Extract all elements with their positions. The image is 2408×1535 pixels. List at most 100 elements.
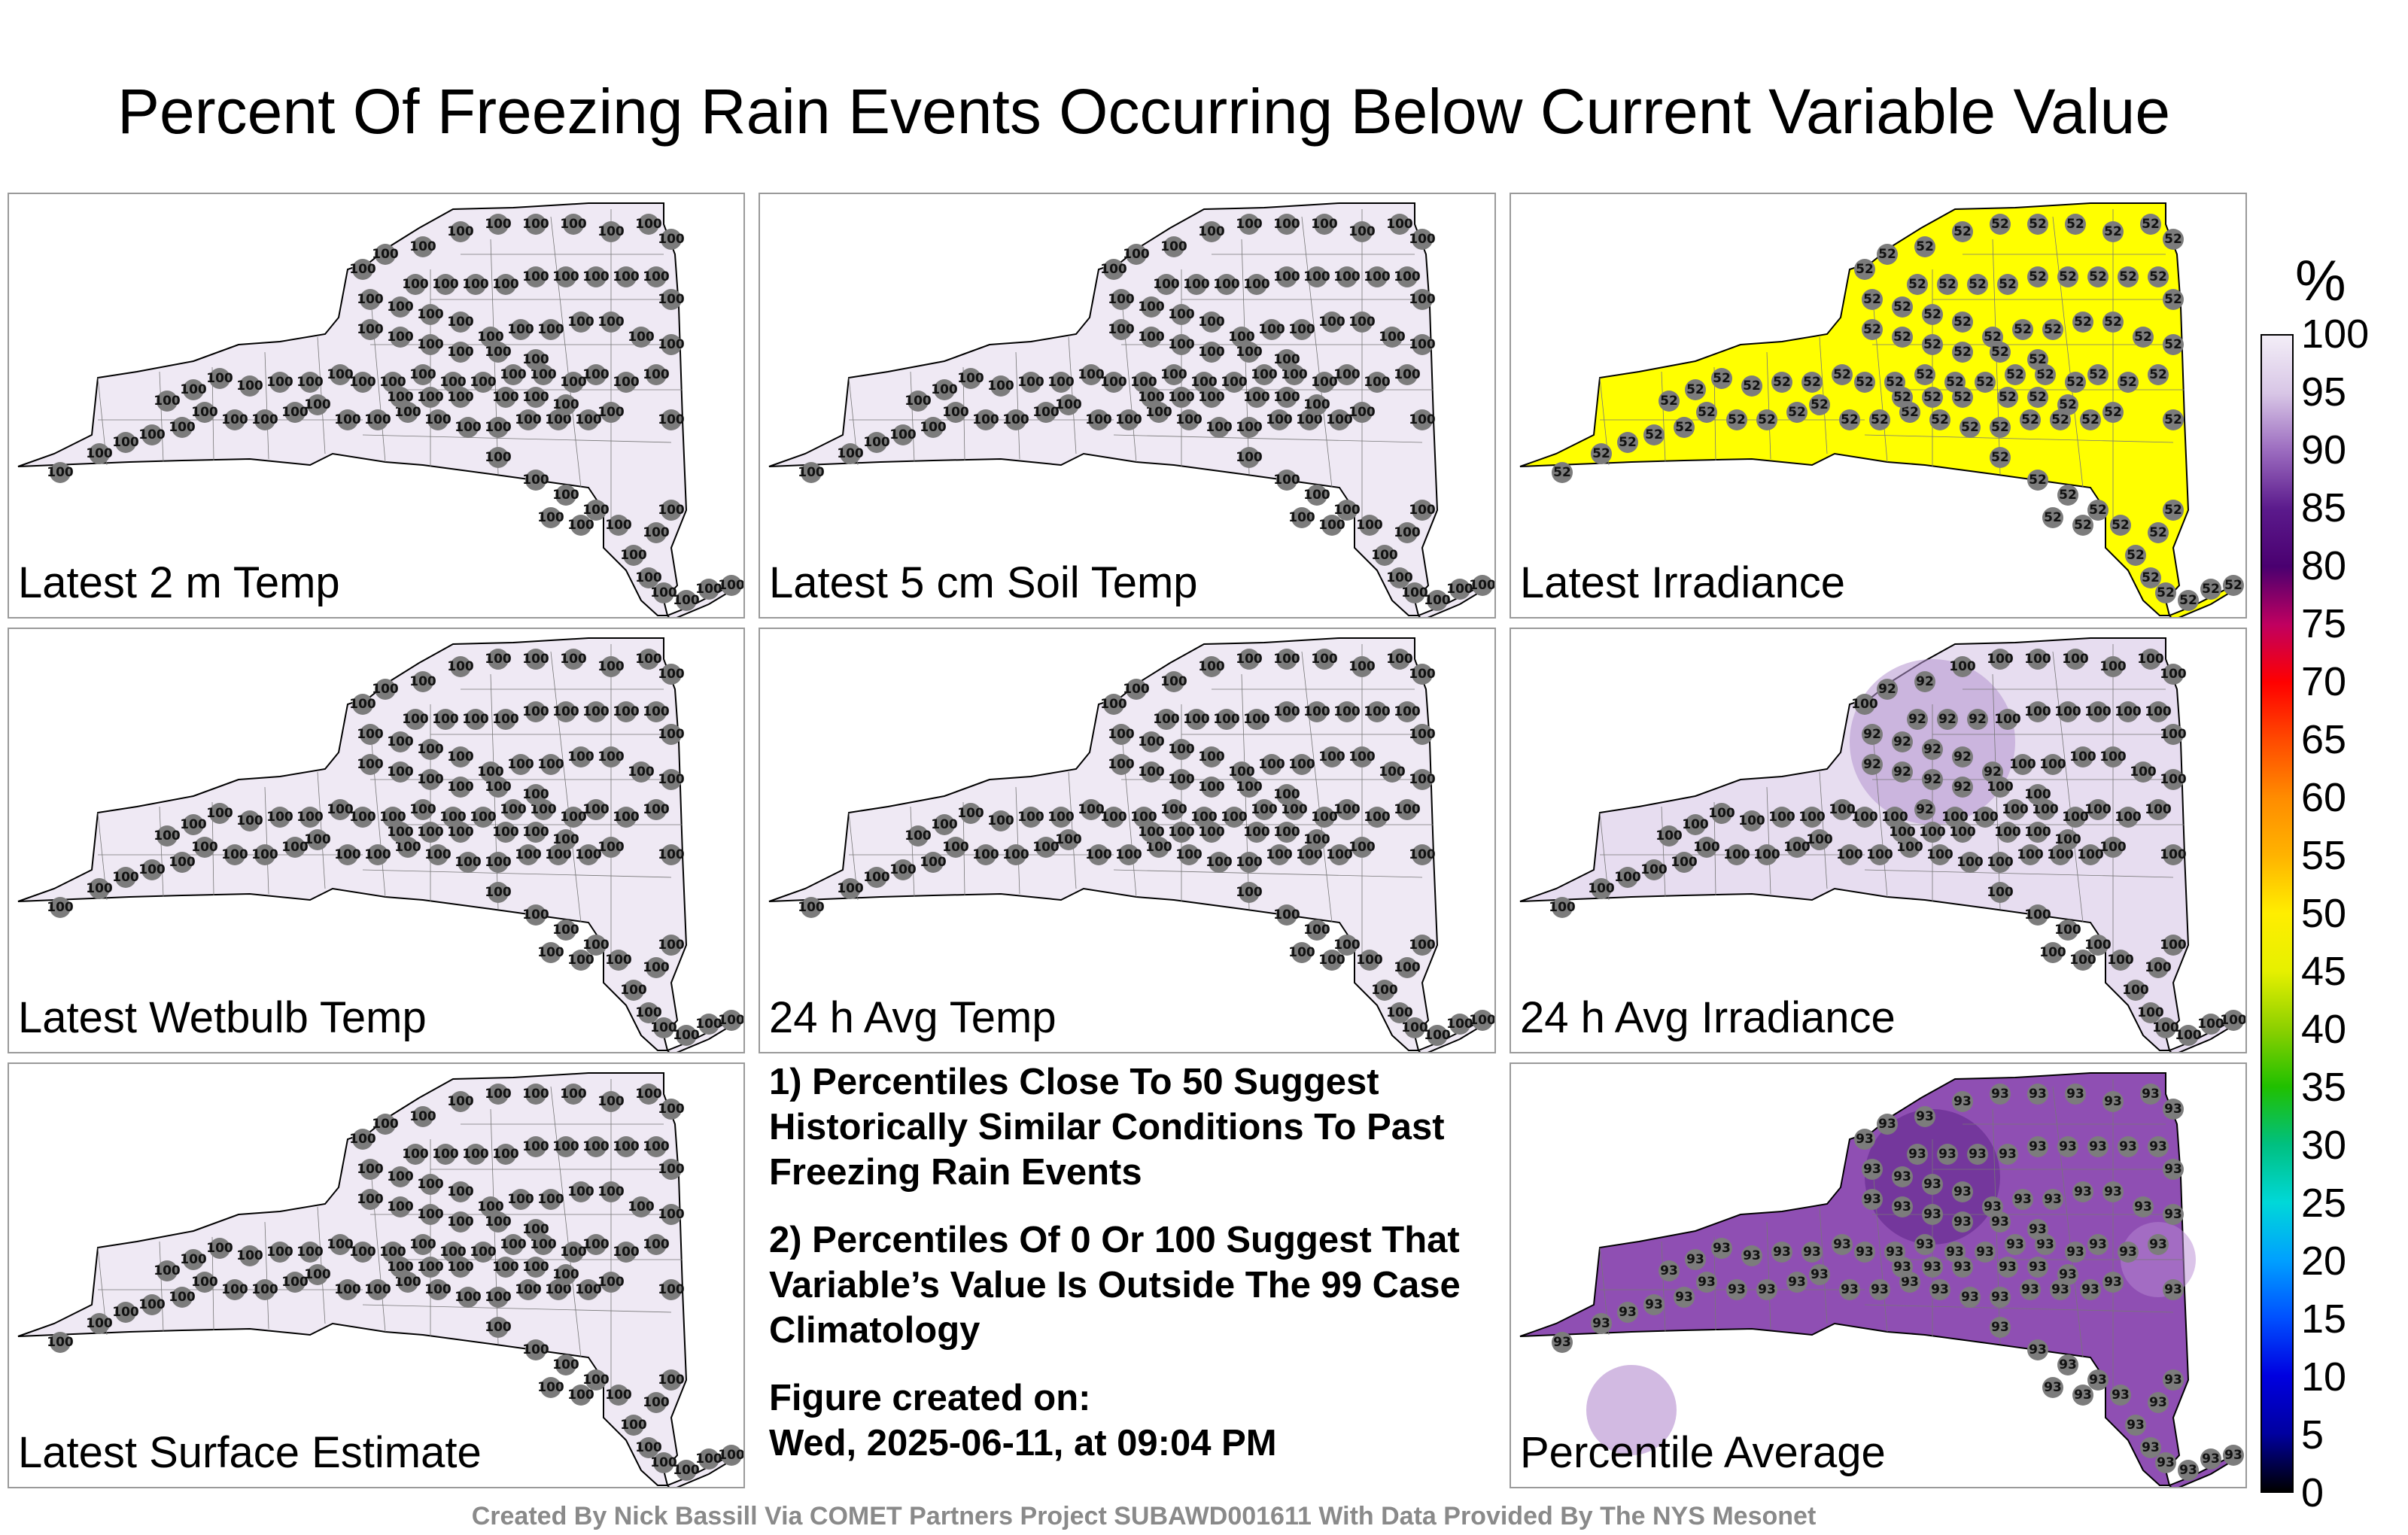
station-value: 100	[387, 734, 414, 749]
station-value: 52	[1878, 247, 1896, 262]
station-marker: 100	[417, 334, 444, 355]
station-marker: 100	[1409, 229, 1436, 250]
station-marker: 100	[372, 244, 399, 265]
station-value: 100	[1108, 292, 1135, 307]
station-marker: 100	[522, 387, 549, 408]
station-value: 100	[582, 1237, 610, 1252]
station-value: 100	[349, 810, 376, 825]
station-value: 52	[1953, 224, 1972, 239]
station-marker: 100	[447, 822, 474, 843]
station-marker: 93	[1801, 1242, 1823, 1263]
station-value: 93	[1743, 1248, 1761, 1263]
station-value: 100	[582, 802, 610, 817]
station-value: 100	[387, 825, 414, 840]
county-boundary	[1766, 351, 1771, 460]
station-marker: 93	[1922, 1174, 1943, 1195]
station-marker: 100	[552, 919, 579, 941]
station-marker: 100	[1949, 822, 1976, 843]
station-marker: 100	[1693, 837, 1720, 858]
station-marker: 100	[1401, 1017, 1428, 1038]
station-value: 100	[1183, 277, 1210, 292]
station-value: 100	[635, 570, 662, 585]
station-value: 93	[1863, 1192, 1881, 1207]
station-value: 100	[2099, 659, 2127, 674]
station-value: 52	[1645, 427, 1663, 442]
station-marker: 100	[1236, 777, 1263, 798]
station-marker: 93	[2072, 1385, 2093, 1406]
station-marker: 100	[1138, 327, 1165, 348]
station-value: 100	[2115, 704, 2142, 719]
station-marker: 100	[1258, 754, 1285, 775]
station-marker: 93	[1914, 1234, 1935, 1255]
station-value: 100	[334, 847, 361, 862]
station-marker: 100	[1303, 485, 1330, 506]
station-marker: 100	[432, 274, 459, 295]
station-value: 100	[1371, 548, 1398, 563]
station-value: 100	[643, 525, 670, 540]
station-value: 100	[582, 704, 610, 719]
station-value: 93	[2059, 1139, 2077, 1154]
station-value: 52	[2119, 375, 2137, 390]
station-marker: 52	[2133, 327, 2154, 348]
station-value: 52	[1841, 412, 1859, 427]
station-value: 100	[1348, 224, 1376, 239]
station-marker: 100	[582, 1369, 610, 1391]
station-marker: 100	[1236, 852, 1263, 873]
station-value: 100	[1055, 832, 1082, 847]
station-value: 100	[972, 847, 999, 862]
station-value: 100	[1311, 652, 1338, 667]
station-value: 100	[605, 953, 632, 968]
station-marker: 100	[357, 1189, 384, 1210]
station-marker: 100	[327, 364, 354, 385]
station-marker: 100	[628, 761, 655, 783]
station-marker: 100	[1333, 799, 1361, 820]
station-marker: 93	[2163, 1279, 2184, 1300]
station-marker: 100	[658, 500, 685, 521]
station-marker: 93	[2200, 1448, 2221, 1470]
station-value: 93	[1619, 1305, 1637, 1320]
station-value: 93	[1984, 1199, 2002, 1214]
station-value: 100	[1364, 375, 1391, 390]
station-marker: 100	[1348, 312, 1376, 333]
station-marker: 93	[1771, 1242, 1792, 1263]
station-value: 100	[567, 1388, 594, 1403]
station-value: 100	[191, 405, 218, 420]
station-value: 93	[2066, 1087, 2084, 1102]
station-value: 100	[889, 862, 917, 877]
station-marker: 100	[492, 709, 519, 730]
station-value: 100	[597, 1184, 625, 1199]
station-value: 100	[1221, 375, 1248, 390]
station-marker: 100	[154, 391, 181, 412]
station-marker: 93	[1960, 1287, 1981, 1308]
station-marker: 100	[470, 807, 497, 828]
station-marker: 100	[537, 1189, 564, 1210]
station-marker: 100	[485, 852, 512, 873]
station-value: 93	[1675, 1290, 1693, 1305]
station-marker: 100	[1303, 266, 1330, 287]
station-marker: 100	[1138, 296, 1165, 318]
station-marker: 100	[485, 214, 512, 235]
station-marker: 100	[409, 364, 436, 385]
station-marker: 100	[1409, 409, 1436, 430]
station-value: 100	[1409, 337, 1436, 352]
station-marker: 100	[372, 1114, 399, 1135]
station-marker: 100	[552, 394, 579, 415]
station-marker: 52	[2087, 500, 2109, 521]
station-value: 100	[1401, 585, 1428, 600]
station-marker: 93	[1591, 1313, 1612, 1334]
station-marker: 100	[447, 221, 474, 242]
station-marker: 100	[485, 1287, 512, 1308]
station-value: 100	[1303, 269, 1330, 284]
station-value: 100	[673, 1463, 700, 1478]
panel-label: Percentile Average	[1520, 1428, 1886, 1477]
station-value: 100	[447, 1260, 474, 1275]
station-marker: 100	[357, 724, 384, 745]
station-value: 93	[2149, 1395, 2167, 1410]
station-marker: 100	[1108, 289, 1135, 310]
station-value: 100	[1326, 847, 1353, 862]
station-value: 100	[2084, 704, 2112, 719]
station-value: 100	[920, 420, 947, 435]
station-marker: 100	[1168, 304, 1195, 325]
station-value: 52	[1893, 330, 1911, 345]
county-boundary	[264, 1221, 269, 1330]
